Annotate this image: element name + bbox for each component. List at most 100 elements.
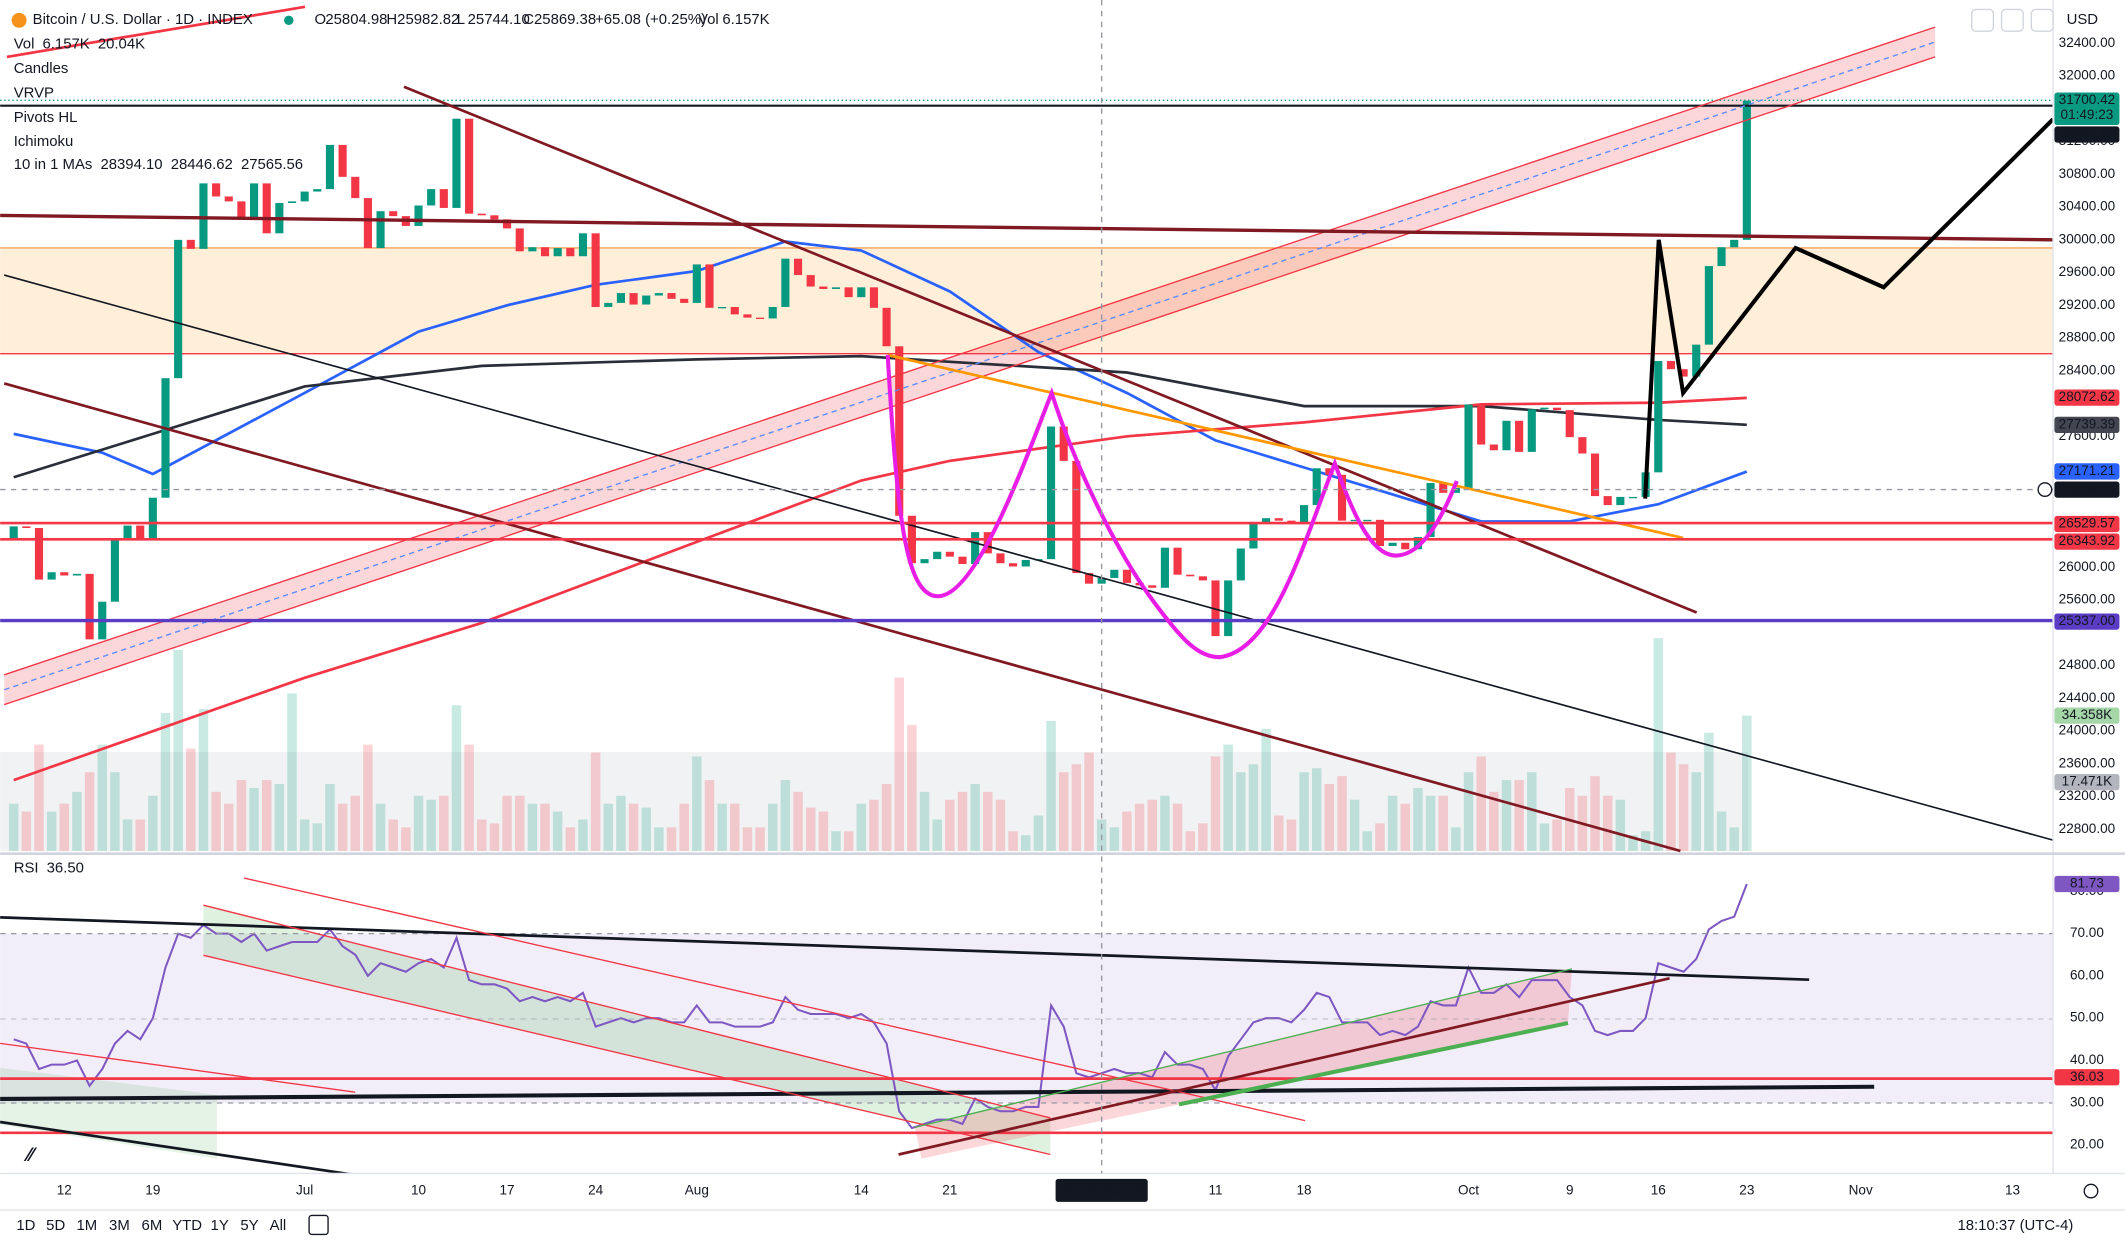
- volume-bar: [704, 780, 715, 851]
- candle-body: [1325, 468, 1334, 475]
- candle-body: [1730, 239, 1739, 248]
- button[interactable]: [2030, 8, 2054, 32]
- button[interactable]: [2000, 8, 2024, 32]
- indicator-name[interactable]: Candles: [14, 61, 69, 77]
- volume-bar: [1147, 799, 1158, 851]
- candle-body: [1553, 407, 1562, 411]
- candle-body: [705, 264, 714, 308]
- volume-bar: [363, 744, 373, 851]
- volume-bar: [1716, 811, 1727, 851]
- rsi-trendline: [243, 877, 1306, 1122]
- candle-body: [654, 293, 663, 296]
- volume-bar: [1539, 823, 1550, 851]
- candle-body: [60, 572, 69, 576]
- price-label: [2054, 416, 2120, 434]
- volume-bar: [641, 807, 651, 851]
- rsi-trendline: [898, 977, 1670, 1156]
- candle-body: [1337, 474, 1347, 521]
- volume-bar: [603, 803, 614, 851]
- y-tick-label: 30000.00: [2059, 231, 2116, 246]
- indicator-name[interactable]: 10 in 1 MAs: [14, 157, 93, 173]
- candle-body: [1401, 542, 1410, 550]
- period-button[interactable]: 6M: [142, 1218, 163, 1234]
- volume-bar: [1021, 835, 1031, 851]
- indicator-name[interactable]: Pivots HL: [14, 110, 78, 126]
- button[interactable]: [1971, 8, 1995, 32]
- y-tick-label: 23200.00: [2059, 788, 2116, 803]
- period-button[interactable]: 5D: [46, 1218, 65, 1234]
- candle-body: [692, 264, 701, 303]
- candle-body: [1110, 569, 1119, 578]
- volume-bar: [970, 783, 980, 851]
- candle-body: [1527, 409, 1536, 452]
- volume-bar: [1413, 787, 1423, 851]
- rsi-channel-edge: [203, 904, 1051, 1119]
- volume-bar: [1666, 752, 1676, 851]
- volume-bar: [261, 780, 272, 851]
- rsi-tick-label: 50.00: [2070, 1010, 2104, 1025]
- volume-bar: [84, 772, 95, 851]
- period-button[interactable]: 3M: [109, 1218, 130, 1234]
- volume-bar: [1742, 715, 1752, 851]
- crosshair-date-label: Sat 02 Sep '23: [1057, 1183, 1145, 1198]
- candle-body: [1413, 537, 1422, 550]
- volume-bar: [995, 799, 1006, 851]
- period-button[interactable]: 1D: [16, 1218, 35, 1234]
- indicator-name[interactable]: Vol: [14, 37, 35, 53]
- candle-body: [1628, 496, 1638, 499]
- volume-bar: [274, 783, 285, 851]
- crosshair-plus[interactable]: [2037, 482, 2053, 498]
- period-button[interactable]: All: [270, 1218, 287, 1234]
- date-range-button[interactable]: [308, 1214, 329, 1236]
- vol-value: 6.157K: [722, 12, 769, 28]
- candle-body: [22, 526, 31, 529]
- volume-bar: [337, 803, 348, 851]
- volume-bar: [1134, 803, 1145, 851]
- rsi-name[interactable]: RSI: [14, 861, 39, 877]
- candle-body: [1375, 519, 1385, 547]
- candle-body: [1502, 420, 1511, 451]
- ohlc-value: 25982.82: [397, 12, 459, 28]
- volume-bar: [590, 752, 601, 851]
- volume-bar: [1514, 780, 1524, 851]
- ohlc-key: C: [523, 12, 534, 28]
- period-button[interactable]: 1M: [77, 1218, 98, 1234]
- candle-body: [1059, 426, 1068, 461]
- volume-bar: [843, 831, 854, 851]
- currency[interactable]: USD: [2067, 12, 2099, 28]
- rsi-tick-label: 60.00: [2070, 967, 2104, 982]
- volume-bar: [856, 803, 867, 851]
- candle-body: [781, 258, 790, 307]
- x-tick-label: 17: [500, 1183, 515, 1198]
- volume-bar: [46, 811, 57, 851]
- period-button[interactable]: YTD: [172, 1218, 202, 1234]
- volume-bar: [616, 795, 626, 851]
- rsi-trendline: [1178, 1021, 1569, 1107]
- candle-body: [1211, 580, 1220, 637]
- candle-body: [224, 196, 233, 202]
- candle-body: [933, 551, 942, 560]
- period-button[interactable]: 5Y: [240, 1218, 258, 1234]
- volume-bar: [135, 819, 145, 851]
- indicator-name[interactable]: VRVP: [14, 85, 54, 101]
- period-button[interactable]: 1Y: [211, 1218, 229, 1234]
- volume-bar: [1615, 799, 1626, 851]
- candle-body: [730, 306, 739, 315]
- rsi-channel-edge: [203, 954, 1051, 1156]
- volume-bar: [173, 650, 183, 851]
- candle-body: [249, 183, 259, 218]
- volume-bar: [1628, 835, 1638, 851]
- volume-bar: [818, 811, 829, 851]
- rsi-trendline: [0, 1084, 1875, 1101]
- candle-body: [1350, 519, 1359, 522]
- candle-body: [1274, 518, 1283, 521]
- vol-key: Vol: [698, 12, 719, 28]
- settings-button[interactable]: [2083, 1183, 2099, 1199]
- volume-bar: [1729, 827, 1739, 851]
- candle-body: [566, 248, 575, 257]
- volume-bar: [110, 772, 120, 851]
- indicator-name[interactable]: Ichimoku: [14, 134, 74, 150]
- x-tick-label: 11: [1208, 1183, 1222, 1198]
- candle-body: [1046, 426, 1056, 560]
- volume-bar: [1236, 772, 1246, 851]
